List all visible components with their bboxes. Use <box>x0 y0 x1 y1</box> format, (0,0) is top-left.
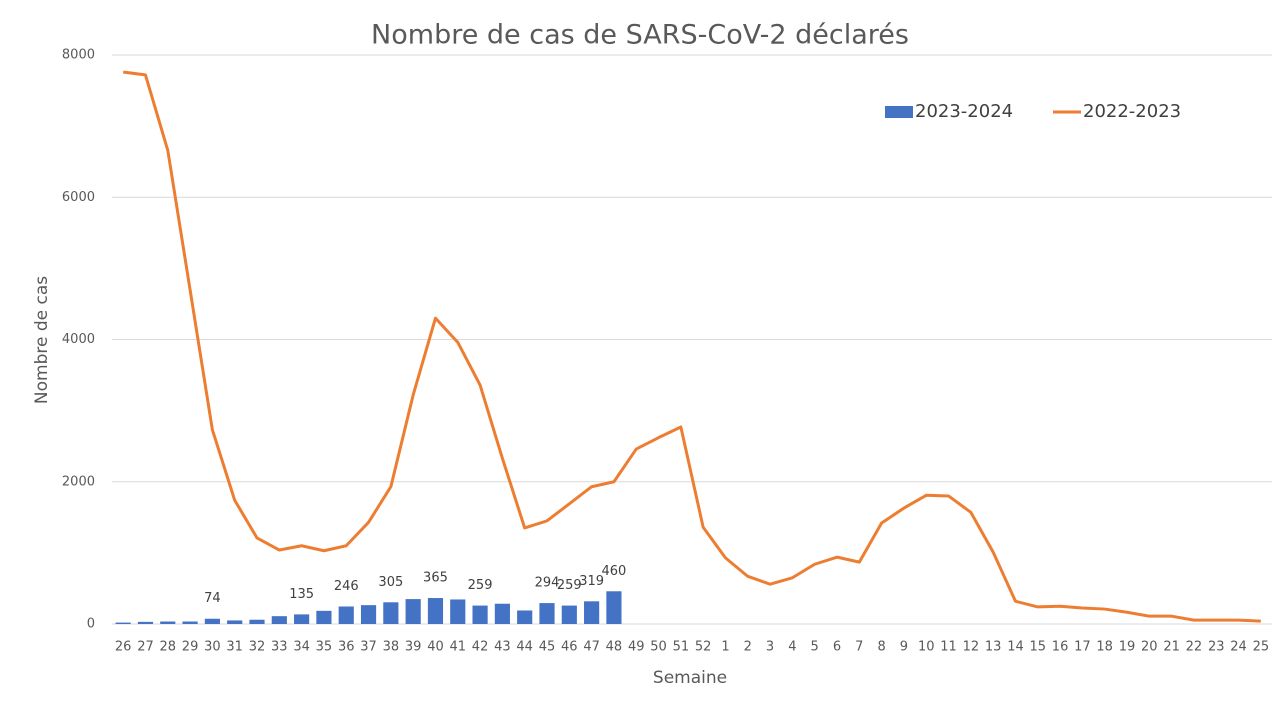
bar <box>204 618 220 624</box>
data-label: 365 <box>423 571 448 586</box>
y-tick-label: 4000 <box>62 332 95 347</box>
x-tick-label: 39 <box>405 640 422 655</box>
x-tick-label: 48 <box>606 640 623 655</box>
legend-label: 2022-2023 <box>1083 101 1181 122</box>
bar <box>427 598 444 624</box>
x-tick-label: 9 <box>900 640 908 655</box>
x-tick-label: 4 <box>788 640 796 655</box>
bar <box>182 621 198 624</box>
x-tick-label: 6 <box>833 640 841 655</box>
x-tick-label: 47 <box>583 640 600 655</box>
x-tick-label: 23 <box>1208 640 1225 655</box>
x-tick-label: 41 <box>449 640 466 655</box>
bar <box>294 614 310 624</box>
x-tick-label: 13 <box>985 640 1002 655</box>
bar <box>494 603 510 624</box>
x-tick-label: 8 <box>877 640 885 655</box>
x-tick-label: 28 <box>159 640 176 655</box>
bar <box>137 621 154 624</box>
x-tick-label: 52 <box>695 640 712 655</box>
y-tick-label: 2000 <box>62 474 95 489</box>
x-tick-label: 42 <box>472 640 489 655</box>
bar <box>584 601 600 624</box>
y-tick-label: 8000 <box>62 48 95 63</box>
x-tick-label: 20 <box>1141 640 1158 655</box>
bar <box>338 606 354 624</box>
bar <box>271 616 287 624</box>
bar <box>539 603 555 624</box>
x-axis-label: Semaine <box>653 668 727 688</box>
data-label: 135 <box>289 587 314 602</box>
bar <box>360 605 377 624</box>
line <box>122 70 1261 623</box>
x-tick-label: 25 <box>1253 640 1270 655</box>
x-tick-label: 30 <box>204 640 221 655</box>
data-label: 259 <box>468 578 493 593</box>
legend-label: 2023-2024 <box>915 101 1013 122</box>
data-label: 460 <box>602 564 627 579</box>
x-tick-label: 46 <box>561 640 578 655</box>
x-tick-label: 27 <box>137 640 154 655</box>
x-tick-label: 35 <box>316 640 333 655</box>
x-tick-label: 49 <box>628 640 645 655</box>
x-tick-label: 40 <box>427 640 444 655</box>
x-tick-label: 1 <box>721 640 729 655</box>
data-label: 294 <box>535 576 560 591</box>
x-tick-label: 16 <box>1052 640 1069 655</box>
x-tick-label: 37 <box>360 640 377 655</box>
x-tick-label: 3 <box>766 640 774 655</box>
x-tick-label: 12 <box>963 640 980 655</box>
y-axis-label: Nombre de cas <box>32 276 52 404</box>
x-tick-label: 34 <box>293 640 310 655</box>
chart-title: Nombre de cas de SARS-CoV-2 déclarés <box>371 20 909 51</box>
bar <box>160 621 176 624</box>
x-tick-label: 36 <box>338 640 355 655</box>
x-tick-label: 10 <box>918 640 935 655</box>
x-tick-label: 29 <box>182 640 199 655</box>
bar <box>249 619 265 624</box>
bar <box>606 591 622 624</box>
x-tick-label: 14 <box>1007 640 1024 655</box>
y-tick-label: 0 <box>87 617 95 632</box>
bar <box>561 605 577 624</box>
x-tick-label: 45 <box>539 640 556 655</box>
x-tick-label: 26 <box>115 640 132 655</box>
x-tick-label: 32 <box>249 640 266 655</box>
data-label: 319 <box>579 574 604 589</box>
x-tick-label: 19 <box>1119 640 1136 655</box>
x-tick-label: 15 <box>1029 640 1046 655</box>
x-tick-label: 33 <box>271 640 288 655</box>
x-tick-label: 21 <box>1163 640 1180 655</box>
x-tick-label: 17 <box>1074 640 1091 655</box>
x-tick-label: 2 <box>744 640 752 655</box>
x-tick-label: 50 <box>650 640 667 655</box>
data-label: 305 <box>378 575 403 590</box>
data-label: 74 <box>204 591 221 606</box>
x-tick-label: 24 <box>1230 640 1247 655</box>
bar <box>316 610 332 624</box>
x-tick-label: 31 <box>226 640 243 655</box>
data-label: 259 <box>557 578 582 593</box>
bar <box>115 622 131 624</box>
x-tick-label: 43 <box>494 640 511 655</box>
bar <box>227 620 243 624</box>
y-tick-label: 6000 <box>62 190 95 205</box>
x-tick-label: 22 <box>1186 640 1203 655</box>
bar <box>472 605 488 624</box>
x-tick-label: 7 <box>855 640 863 655</box>
bar <box>517 610 533 624</box>
x-tick-label: 44 <box>516 640 533 655</box>
legend-swatch <box>885 106 913 118</box>
x-tick-label: 51 <box>673 640 690 655</box>
x-tick-label: 38 <box>383 640 400 655</box>
x-tick-label: 18 <box>1096 640 1113 655</box>
x-tick-label: 11 <box>940 640 957 655</box>
data-label: 246 <box>334 579 359 594</box>
bar <box>450 599 466 624</box>
bar <box>405 599 421 624</box>
x-tick-label: 5 <box>811 640 819 655</box>
bar <box>383 602 399 624</box>
